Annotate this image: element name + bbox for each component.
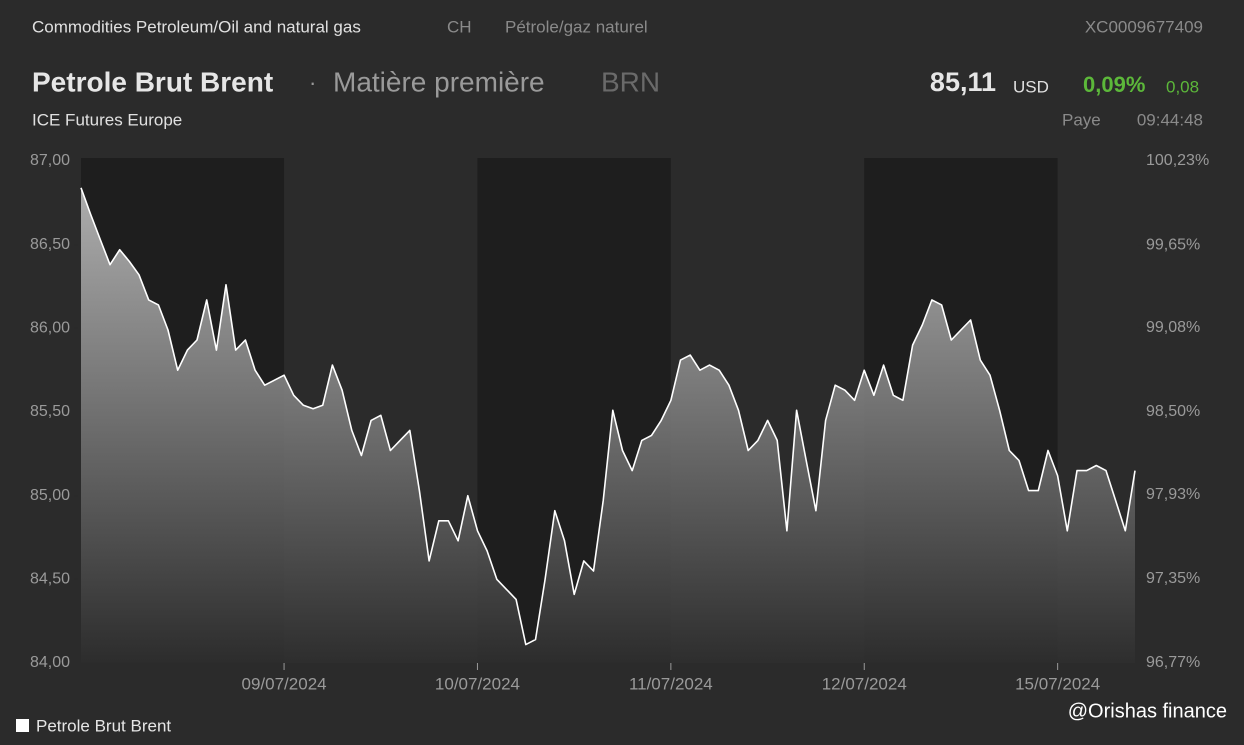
plot: 84,00 84,50 85,00 85,50 86,00 86,50 87,00 96,77… [30,152,1209,693]
y-tick-label: 85,50 [30,403,70,420]
y2-tick-label: 99,65% [1146,236,1200,253]
change-pct: 0,09% [1083,72,1145,97]
legend-swatch [16,719,29,732]
line [80,187,1136,646]
y2-tick-label: 100,23% [1146,152,1209,169]
watermark: @Orishas finance [1068,700,1227,722]
change-abs: 0,08 [1166,77,1199,96]
currency: USD [1013,77,1049,96]
price: 85,11 [930,67,996,97]
y-tick-label: 85,00 [30,487,70,504]
y2-tick-label: 99,08% [1146,319,1200,336]
y-tick-label: 86,50 [30,236,70,253]
separator: · [309,70,316,95]
instrument-name: Petrole Brut Brent [32,66,273,97]
asset-type: Matière première [333,66,545,97]
y-tick-label: 87,00 [30,152,70,169]
legend-label: Petrole Brut Brent [36,716,171,735]
x-tick-label: 11/07/2024 [629,674,713,693]
area [81,187,1135,664]
country: CH [447,17,472,36]
ticker: BRN [601,66,660,97]
time: 09:44:48 [1137,110,1203,129]
y-tick-label: 86,00 [30,320,70,337]
status: Paye [1062,110,1101,129]
y2-tick-label: 96,77% [1146,654,1200,671]
x-tick-label: 15/07/2024 [1015,674,1100,693]
y-tick-label: 84,50 [30,571,70,588]
y-tick-label: 84,00 [30,654,70,671]
exchange: ICE Futures Europe [32,110,182,129]
x-tick-label: 12/07/2024 [822,674,907,693]
x-tick-label: 09/07/2024 [242,674,327,693]
y2-tick-label: 97,93% [1146,486,1200,503]
isin: XC0009677409 [1085,17,1203,36]
y2-tick-label: 98,50% [1146,403,1200,420]
y2-tick-label: 97,35% [1146,570,1200,587]
category: Pétrole/gaz naturel [505,17,648,36]
breadcrumb: Commodities Petroleum/Oil and natural ga… [32,17,361,36]
x-tick-label: 10/07/2024 [435,674,520,693]
